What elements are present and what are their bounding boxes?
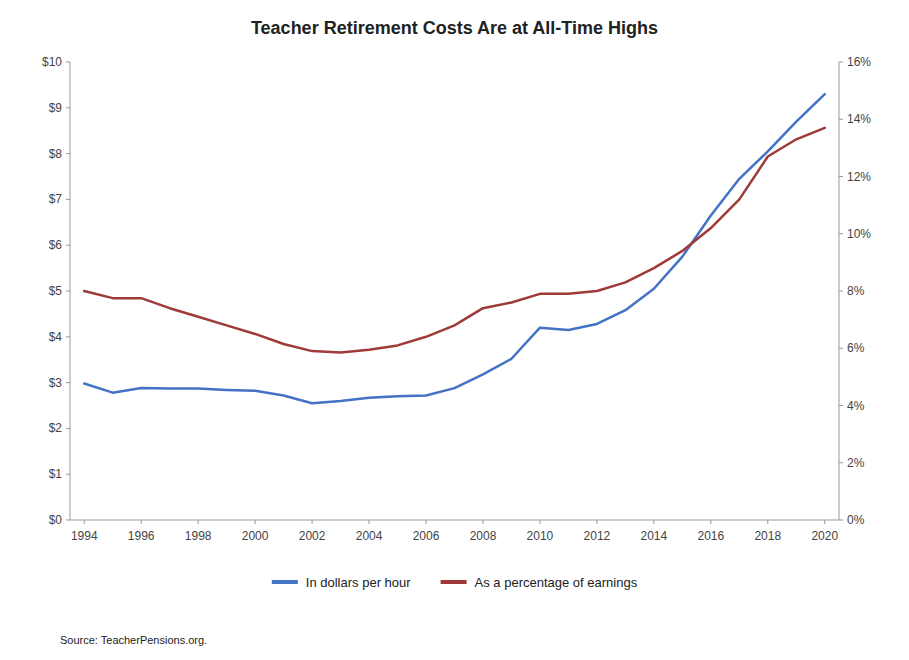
y-tick [66, 107, 70, 108]
y-tick [66, 153, 70, 154]
x-axis-line [70, 520, 839, 521]
y-tick-label: $7 [49, 192, 63, 206]
x-tick-label: 2018 [754, 529, 781, 543]
y-tick [66, 62, 70, 63]
y-tick-label: $2 [49, 421, 63, 435]
series-line [84, 128, 825, 353]
x-tick-label: 1996 [128, 529, 155, 543]
y-tick [66, 291, 70, 292]
x-tick [767, 520, 768, 524]
legend-label: As a percentage of earnings [475, 575, 638, 590]
y2-tick-label: 6% [847, 341, 865, 355]
y2-tick [839, 233, 843, 234]
x-tick-label: 2014 [641, 529, 668, 543]
series-line [84, 94, 825, 403]
x-tick [653, 520, 654, 524]
y2-tick [839, 119, 843, 120]
y-tick [66, 474, 70, 475]
legend: In dollars per hour As a percentage of ea… [272, 575, 638, 590]
x-tick [255, 520, 256, 524]
y-tick [66, 199, 70, 200]
legend-item: In dollars per hour [272, 575, 411, 590]
source-note: Source: TeacherPensions.org. [60, 634, 207, 646]
y-tick-label: $4 [49, 330, 63, 344]
y-tick [66, 336, 70, 337]
y2-tick [839, 348, 843, 349]
x-tick-label: 2004 [356, 529, 383, 543]
y2-tick [839, 291, 843, 292]
chart: Teacher Retirement Costs Are at All-Time… [0, 0, 909, 660]
plot-area [84, 94, 825, 403]
x-tick-label: 2016 [697, 529, 724, 543]
x-tick-label: 2008 [470, 529, 497, 543]
y2-tick-label: 4% [847, 399, 865, 413]
y-tick [66, 245, 70, 246]
y-tick-label: $9 [49, 101, 63, 115]
legend-item: As a percentage of earnings [441, 575, 638, 590]
y2-tick [839, 62, 843, 63]
x-tick-label: 2020 [811, 529, 838, 543]
y-tick-label: $5 [49, 284, 63, 298]
y2-tick [839, 176, 843, 177]
y2-tick-label: 12% [847, 170, 871, 184]
x-tick [198, 520, 199, 524]
y2-tick-label: 16% [847, 55, 871, 69]
x-tick-label: 1994 [71, 529, 98, 543]
y2-tick [839, 405, 843, 406]
x-tick [710, 520, 711, 524]
y2-tick-label: 10% [847, 227, 871, 241]
x-tick-label: 2000 [242, 529, 269, 543]
title: Teacher Retirement Costs Are at All-Time… [251, 18, 658, 38]
x-tick-label: 2006 [413, 529, 440, 543]
x-tick-label: 2010 [527, 529, 554, 543]
y2-tick-label: 14% [847, 112, 871, 126]
y-tick [66, 382, 70, 383]
y2-tick-label: 8% [847, 284, 865, 298]
y-tick-label: $1 [49, 467, 63, 481]
y2-tick-label: 2% [847, 456, 865, 470]
x-tick [539, 520, 540, 524]
y-tick [66, 520, 70, 521]
x-tick [596, 520, 597, 524]
x-tick [369, 520, 370, 524]
legend-swatch [441, 580, 467, 584]
x-tick [482, 520, 483, 524]
y-tick-label: $10 [42, 55, 62, 69]
legend-label: In dollars per hour [306, 575, 411, 590]
x-tick-label: 2002 [299, 529, 326, 543]
legend-swatch [272, 580, 298, 584]
x-tick-label: 2012 [584, 529, 611, 543]
y2-tick [839, 520, 843, 521]
y-tick-label: $6 [49, 238, 63, 252]
y-tick-label: $8 [49, 147, 63, 161]
x-tick [84, 520, 85, 524]
y2-tick-label: 0% [847, 513, 865, 527]
x-tick [312, 520, 313, 524]
x-tick [426, 520, 427, 524]
y-tick-label: $0 [49, 513, 63, 527]
y-tick-label: $3 [49, 376, 63, 390]
y2-tick [839, 462, 843, 463]
x-tick-label: 1998 [185, 529, 212, 543]
y-tick [66, 428, 70, 429]
x-tick [824, 520, 825, 524]
x-tick [141, 520, 142, 524]
